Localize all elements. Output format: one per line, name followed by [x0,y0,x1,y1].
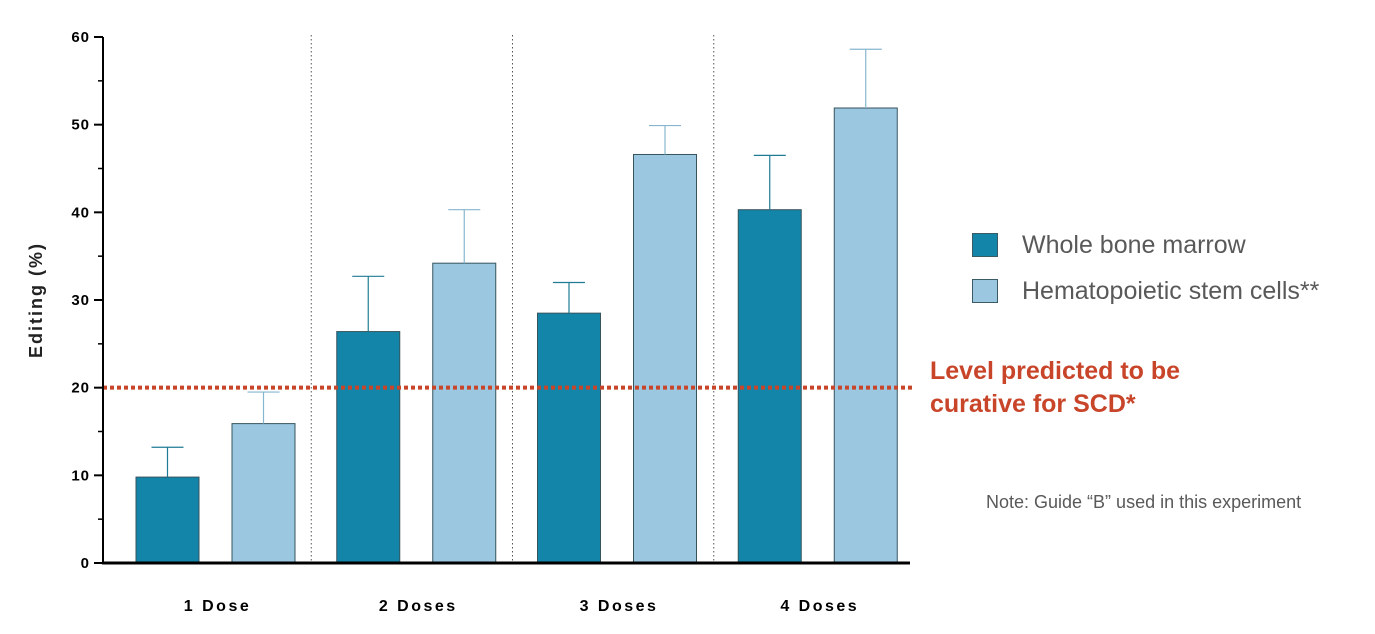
x-category-labels: 1 Dose 2 Doses 3 Doses 4 Doses [184,598,859,615]
legend-item-whole-bone-marrow: Whole bone marrow [972,222,1319,268]
y-tick-label-60: 60 [71,29,90,46]
y-axis-label: Editing (%) [26,242,46,358]
legend-swatch-whole-bone-marrow [972,233,998,257]
bars [135,107,898,564]
legend: Whole bone marrow Hematopoietic stem cel… [972,222,1319,314]
reference-line-label: Level predicted to be curative for SCD* [930,355,1180,421]
error-bars [151,48,882,478]
y-tick-label-10: 10 [71,467,90,484]
group-separators [310,35,715,563]
axes [94,36,910,565]
y-tick-label-20: 20 [71,380,90,397]
y-tick-label-50: 50 [71,117,90,134]
bar-whole-bone-marrow-3-doses [537,312,601,564]
x-category-label-2-doses: 2 Doses [379,598,458,615]
y-tick-label-40: 40 [71,204,90,221]
x-category-label-4-doses: 4 Doses [780,598,859,615]
footnote: Note: Guide “B” used in this experiment [986,492,1302,512]
bar-hematopoietic-stem-cells-1-dose [231,423,296,564]
legend-label-whole-bone-marrow: Whole bone marrow [1022,230,1246,259]
legend-item-hematopoietic-stem-cells: Hematopoietic stem cells** [972,268,1319,314]
bar-hematopoietic-stem-cells-2-doses [432,262,497,564]
bar-whole-bone-marrow-2-doses [336,331,401,564]
x-category-label-1-dose: 1 Dose [184,598,251,615]
bar-whole-bone-marrow-1-dose [135,476,200,564]
y-tick-label-30: 30 [71,292,90,309]
reference-line-label-line-2: curative for SCD* [930,390,1136,418]
bar-hematopoietic-stem-cells-4-doses [833,107,898,564]
y-tick-label-0: 0 [81,555,90,572]
y-tick-labels: 0 10 20 30 40 50 60 [71,29,90,572]
reference-line-label-line-1: Level predicted to be [930,357,1181,385]
bar-hematopoietic-stem-cells-3-doses [633,153,697,564]
legend-label-hematopoietic-stem-cells: Hematopoietic stem cells** [1022,276,1320,305]
x-category-label-3-doses: 3 Doses [580,598,659,615]
legend-swatch-hematopoietic-stem-cells [972,279,998,303]
